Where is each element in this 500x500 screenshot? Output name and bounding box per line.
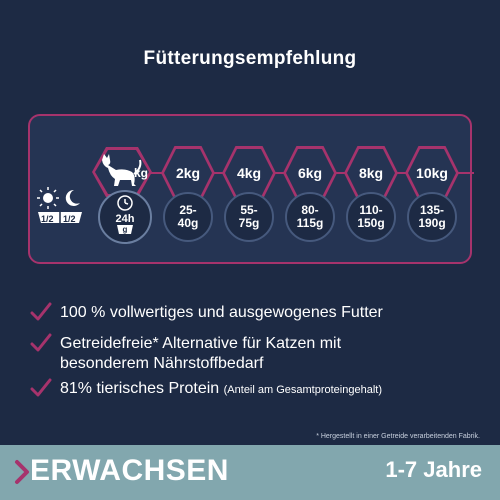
benefit-text: Getreidefreie* Alternative für Katzen mi… xyxy=(60,335,342,372)
life-stage-banner: ERWACHSEN 1-7 Jahre xyxy=(0,445,500,500)
life-stage-label: ERWACHSEN xyxy=(30,454,229,487)
bowl-unit-label: g xyxy=(122,225,128,234)
amount-min: 25- xyxy=(179,203,197,217)
benefit-note: (Anteil am Gesamtproteingehalt) xyxy=(223,384,382,396)
amount-max: 115g xyxy=(296,216,324,230)
amount-4kg: 55- 75g xyxy=(224,192,274,242)
amount-6kg: 80- 115g xyxy=(285,192,335,242)
amount-max: 150g xyxy=(357,216,385,230)
amount-8kg: 110- 150g xyxy=(346,192,396,242)
amount-10kg: 135- 190g xyxy=(407,192,457,242)
benefit-text: 81% tierisches Protein xyxy=(60,380,220,397)
weight-value: 8kg xyxy=(347,149,395,197)
weight-header-10kg: 10kg xyxy=(405,146,459,200)
weight-value: 4kg xyxy=(225,149,273,197)
portion-night: 1/2 xyxy=(63,214,76,224)
footnote: * Hergestellt in einer Getreide verarbei… xyxy=(316,433,480,440)
checkmark-icon xyxy=(30,333,52,352)
amount-min: 135- xyxy=(419,203,444,217)
day-night-portion-icon: 1/2 1/2 xyxy=(36,186,84,236)
portion-day: 1/2 xyxy=(41,214,54,224)
age-range: 1-7 Jahre xyxy=(385,457,482,482)
weight-value: 2kg xyxy=(164,149,212,197)
benefit-text-wrap: 81% tierisches Protein (Anteil am Gesamt… xyxy=(60,379,470,400)
amount-max: 75g xyxy=(238,216,260,230)
amount-max: 40g xyxy=(177,216,199,230)
weight-header-2kg: 2kg xyxy=(161,146,215,200)
checkmark-icon xyxy=(30,302,52,321)
cat-icon xyxy=(92,147,152,197)
amount-min: 80- xyxy=(301,203,319,217)
amount-min: 110- xyxy=(359,203,383,217)
checkmark-icon xyxy=(30,378,52,397)
weight-unit-label: kg xyxy=(134,166,149,180)
benefit-text: 100 % vollwertiges und ausgewogenes Futt… xyxy=(60,304,383,321)
clock-label: 24h xyxy=(115,213,135,225)
weight-header-8kg: 8kg xyxy=(344,146,398,200)
amount-2kg: 25- 40g xyxy=(163,192,213,242)
weight-header-4kg: 4kg xyxy=(222,146,276,200)
weight-value: 10kg xyxy=(408,149,456,197)
page-title: Fütterungsempfehlung xyxy=(143,48,357,69)
cat-weight-header: kg xyxy=(92,146,158,198)
amount-max: 190g xyxy=(418,216,446,230)
weight-value: 6kg xyxy=(286,149,334,197)
clock-icon xyxy=(117,195,133,234)
sun-moon-bowls-icon xyxy=(37,187,82,223)
weight-header-6kg: 6kg xyxy=(283,146,337,200)
daily-amount-legend: 24h g xyxy=(98,190,152,244)
amount-min: 55- xyxy=(240,203,258,217)
chevron-right-icon xyxy=(15,460,29,484)
